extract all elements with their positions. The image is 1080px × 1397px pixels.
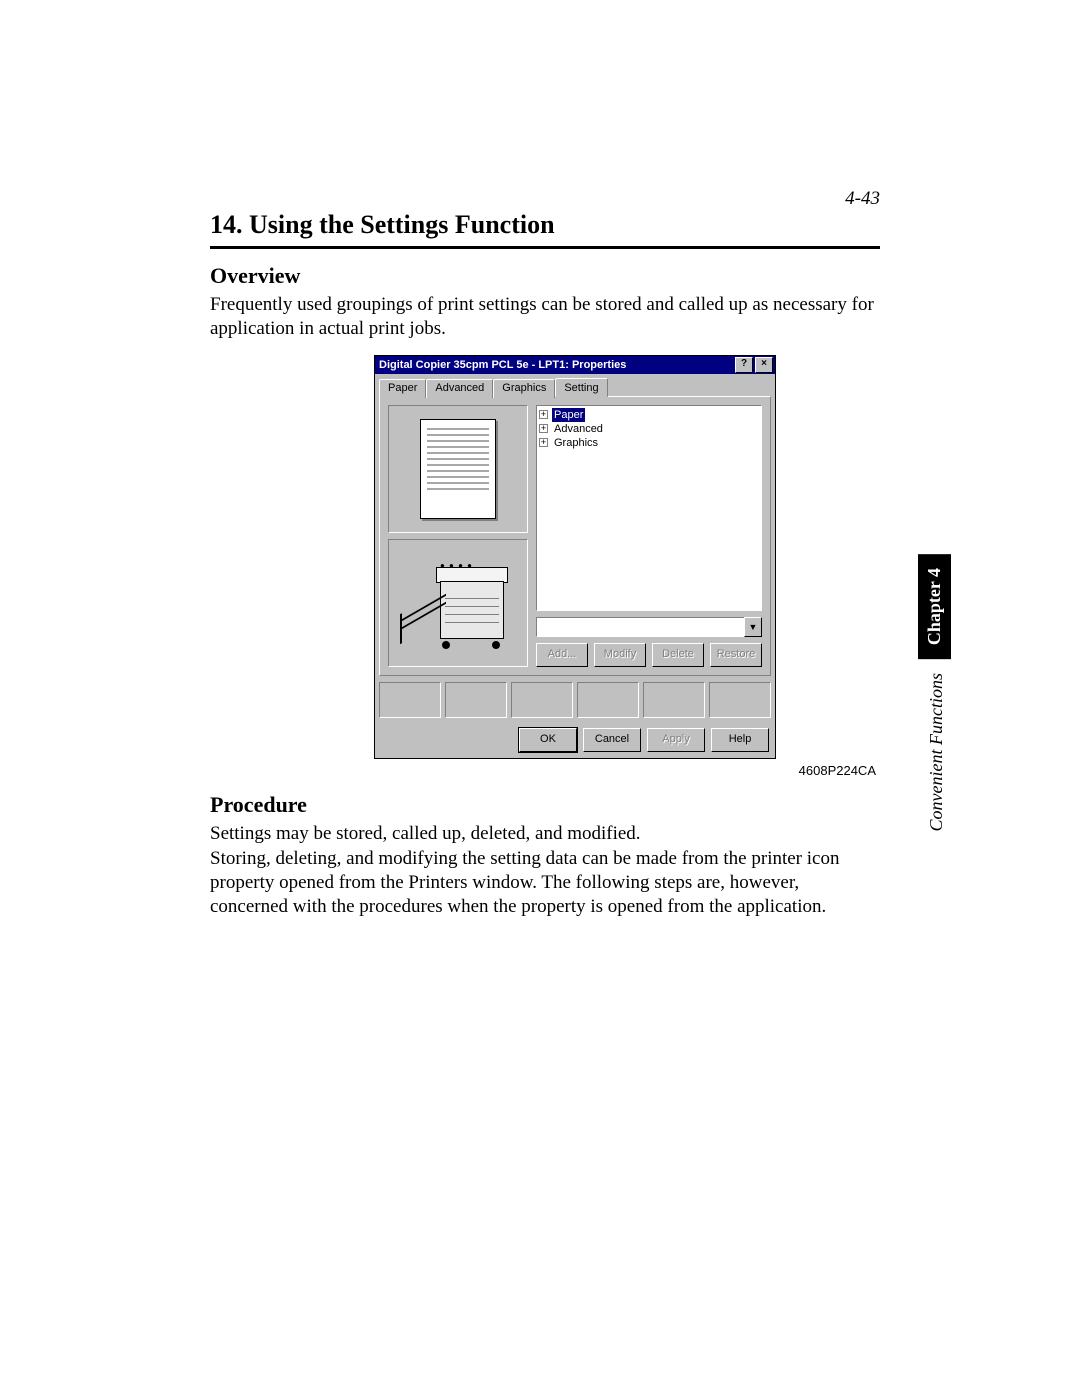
settings-combo[interactable]: ▼ xyxy=(536,617,762,637)
tab-setting[interactable]: Setting xyxy=(555,378,607,397)
procedure-heading: Procedure xyxy=(210,792,880,818)
preset-slot[interactable] xyxy=(577,682,639,718)
combo-field[interactable] xyxy=(536,617,744,637)
settings-tree[interactable]: + Paper + Advanced + Graphics xyxy=(536,405,762,611)
settings-column: + Paper + Advanced + Graphics xyxy=(536,405,762,667)
action-button-row: Add... Modify Delete Restore xyxy=(536,643,762,667)
dialog-bottom-buttons: OK Cancel Apply Help xyxy=(375,722,775,758)
ok-button[interactable]: OK xyxy=(519,728,577,752)
paper-icon xyxy=(420,419,496,519)
manual-page: 4-43 14. Using the Settings Function Ove… xyxy=(0,0,1080,1397)
preset-slot[interactable] xyxy=(379,682,441,718)
tree-label: Advanced xyxy=(552,422,605,436)
expand-icon[interactable]: + xyxy=(539,410,548,419)
copier-icon: ● ● ● ● xyxy=(400,557,516,649)
cancel-button[interactable]: Cancel xyxy=(583,728,641,752)
procedure-body-1: Settings may be stored, called up, delet… xyxy=(210,822,880,846)
figure-dialog: Digital Copier 35cpm PCL 5e - LPT1: Prop… xyxy=(270,355,880,759)
paper-preview xyxy=(388,405,528,533)
tree-item-graphics[interactable]: + Graphics xyxy=(539,436,759,450)
tree-label: Graphics xyxy=(552,436,600,450)
overview-heading: Overview xyxy=(210,263,880,289)
dialog-titlebar: Digital Copier 35cpm PCL 5e - LPT1: Prop… xyxy=(375,356,775,374)
side-tab: Chapter 4 Convenient Functions xyxy=(918,554,952,846)
help-icon[interactable]: ? xyxy=(735,357,753,373)
preset-slot[interactable] xyxy=(709,682,771,718)
expand-icon[interactable]: + xyxy=(539,424,548,433)
preview-column: ● ● ● ● xyxy=(388,405,528,667)
preset-slots xyxy=(379,682,771,718)
tab-advanced[interactable]: Advanced xyxy=(426,379,493,398)
modify-button[interactable]: Modify xyxy=(594,643,646,667)
tab-graphics[interactable]: Graphics xyxy=(493,379,555,398)
restore-button[interactable]: Restore xyxy=(710,643,762,667)
tree-item-advanced[interactable]: + Advanced xyxy=(539,422,759,436)
help-button[interactable]: Help xyxy=(711,728,769,752)
chapter-tab: Chapter 4 xyxy=(918,554,951,659)
expand-icon[interactable]: + xyxy=(539,438,548,447)
dialog-title: Digital Copier 35cpm PCL 5e - LPT1: Prop… xyxy=(379,359,733,371)
tab-panel-setting: ● ● ● ● + xyxy=(379,396,771,676)
tab-paper[interactable]: Paper xyxy=(379,379,426,398)
chevron-down-icon[interactable]: ▼ xyxy=(744,617,762,637)
preset-slot[interactable] xyxy=(445,682,507,718)
overview-body: Frequently used groupings of print setti… xyxy=(210,293,880,341)
apply-button[interactable]: Apply xyxy=(647,728,705,752)
page-number: 4-43 xyxy=(845,188,880,210)
tree-label: Paper xyxy=(552,408,585,422)
tree-item-paper[interactable]: + Paper xyxy=(539,408,759,422)
category-tab: Convenient Functions xyxy=(918,659,953,845)
dialog-body: Paper Advanced Graphics Setting xyxy=(375,374,775,722)
printer-preview: ● ● ● ● xyxy=(388,539,528,667)
close-icon[interactable]: × xyxy=(755,357,773,373)
tab-strip: Paper Advanced Graphics Setting xyxy=(379,378,771,397)
figure-caption: 4608P224CA xyxy=(210,763,880,778)
add-button[interactable]: Add... xyxy=(536,643,588,667)
preset-slot[interactable] xyxy=(511,682,573,718)
section-title: 14. Using the Settings Function xyxy=(210,210,880,240)
properties-dialog: Digital Copier 35cpm PCL 5e - LPT1: Prop… xyxy=(374,355,776,759)
section-rule xyxy=(210,246,880,249)
delete-button[interactable]: Delete xyxy=(652,643,704,667)
preset-slot[interactable] xyxy=(643,682,705,718)
procedure-body-2: Storing, deleting, and modifying the set… xyxy=(210,847,880,918)
